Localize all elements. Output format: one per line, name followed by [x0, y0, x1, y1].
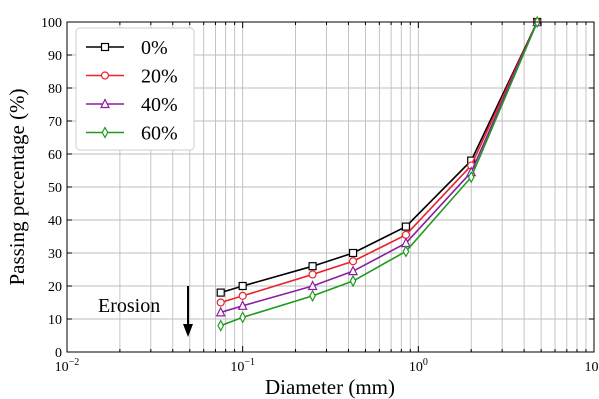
circle-marker	[216, 298, 225, 307]
triangle-marker	[215, 306, 226, 317]
square-marker	[216, 288, 225, 297]
diamond-marker	[217, 319, 225, 332]
triangle-marker	[307, 280, 318, 291]
square-marker	[401, 222, 411, 231]
legend-label: 60%	[141, 123, 178, 145]
y-tick-label: 90	[48, 49, 62, 64]
legend: 0% 20% 40% 60%	[75, 27, 195, 151]
annotation-text: Erosion	[98, 295, 160, 317]
y-tick-label: 100	[41, 16, 62, 31]
legend-entry: 0%	[86, 37, 168, 59]
series-layer	[215, 15, 543, 332]
diamond-marker	[402, 245, 410, 258]
y-axis-label: Passing percentage (%)	[5, 88, 29, 285]
y-tick-label: 10	[48, 313, 62, 328]
circle-marker	[348, 257, 358, 266]
x-tick-exponent: −1	[244, 357, 255, 368]
diamond-marker	[467, 170, 475, 184]
x-tick-label: 10−2	[55, 357, 80, 375]
x-tick-base: 10	[55, 360, 69, 375]
diamond-marker	[309, 289, 316, 303]
series-4	[217, 15, 541, 332]
legend-label: 40%	[141, 94, 178, 116]
square-marker	[238, 281, 247, 291]
y-tick-label: 50	[48, 181, 62, 196]
legend-box	[75, 27, 195, 151]
x-tick-label: 10−1	[230, 357, 255, 375]
x-tick-base: 10	[585, 360, 599, 375]
x-tick-exponent: 0	[423, 357, 428, 368]
circle-marker	[238, 291, 247, 300]
y-tick-label: 40	[48, 214, 62, 229]
triangle-marker	[237, 299, 248, 310]
diamond-marker	[101, 126, 109, 139]
triangle-marker	[348, 265, 359, 276]
x-tick-exponent: −2	[69, 357, 80, 368]
grid	[67, 22, 594, 352]
square-marker	[348, 248, 358, 258]
legend-entry: 40%	[86, 94, 178, 116]
x-tick-label: 100	[409, 357, 428, 375]
x-axis-label: Diameter (mm)	[265, 375, 395, 399]
y-tick-label: 0	[55, 346, 62, 361]
x-tick-label: 101	[585, 357, 599, 375]
triangle-marker	[100, 98, 110, 109]
square-marker	[308, 262, 317, 271]
diamond-marker	[349, 274, 357, 288]
erosion-annotation: Erosion	[98, 286, 193, 337]
legend-label: 0%	[141, 37, 168, 59]
y-tick-label: 60	[48, 148, 62, 163]
legend-label: 20%	[141, 66, 178, 88]
circle-marker	[308, 270, 317, 279]
legend-entry: 60%	[86, 123, 178, 145]
y-tick-label: 70	[48, 115, 62, 130]
x-tick-base: 10	[230, 360, 244, 375]
legend-entry: 20%	[86, 66, 178, 88]
y-tick-label: 30	[48, 247, 62, 262]
y-tick-label: 80	[48, 82, 62, 97]
x-tick-base: 10	[409, 360, 423, 375]
diamond-marker	[239, 311, 247, 324]
square-marker	[100, 42, 110, 52]
y-tick-label: 20	[48, 280, 62, 295]
circle-marker	[100, 71, 110, 80]
erosion-arrow-head	[183, 324, 193, 337]
